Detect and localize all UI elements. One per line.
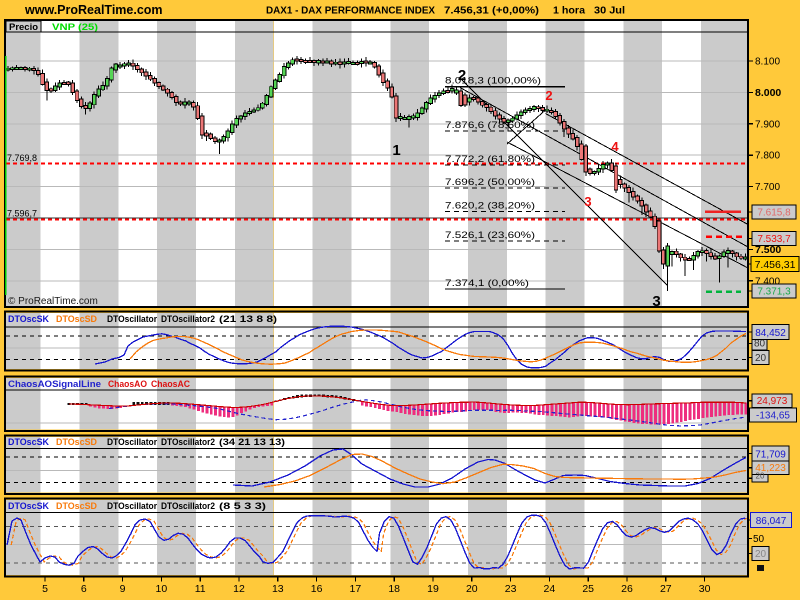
svg-text:9: 9: [120, 583, 126, 595]
svg-text:2: 2: [545, 88, 552, 103]
svg-text:86,047: 86,047: [756, 516, 787, 527]
svg-text:DTOscSK: DTOscSK: [8, 314, 49, 325]
svg-text:7.500: 7.500: [755, 244, 781, 256]
svg-text:7.800: 7.800: [755, 151, 780, 162]
svg-text:ChaosAC: ChaosAC: [151, 379, 190, 390]
svg-text:10: 10: [156, 583, 168, 595]
svg-text:24: 24: [544, 583, 556, 595]
svg-text:18: 18: [388, 583, 400, 595]
svg-text:7.456,31: 7.456,31: [755, 259, 796, 271]
svg-text:7.876,6 (78,60%): 7.876,6 (78,60%): [445, 120, 535, 131]
svg-text:7.374,1 (0,00%): 7.374,1 (0,00%): [445, 278, 529, 289]
svg-text:DTOscillator: DTOscillator: [107, 314, 157, 325]
svg-text:20: 20: [466, 583, 478, 595]
svg-text:DTOscSD: DTOscSD: [56, 437, 97, 448]
svg-text:25: 25: [582, 583, 594, 595]
svg-text:84,452: 84,452: [755, 328, 786, 339]
svg-text:-134,65: -134,65: [756, 411, 790, 422]
svg-text:7.526,1 (23,60%): 7.526,1 (23,60%): [445, 230, 535, 241]
svg-text:DTOscillator2: DTOscillator2: [161, 501, 215, 512]
svg-text:7.769,8: 7.769,8: [7, 153, 37, 163]
svg-text:71,709: 71,709: [755, 450, 786, 461]
svg-text:4: 4: [611, 139, 619, 154]
svg-text:VNP (25): VNP (25): [52, 22, 98, 33]
svg-text:DAX1 - DAX PERFORMANCE INDEX: DAX1 - DAX PERFORMANCE INDEX: [266, 5, 435, 17]
svg-text:8.018,3 (100,00%): 8.018,3 (100,00%): [445, 76, 541, 87]
svg-text:7.620,2 (38,20%): 7.620,2 (38,20%): [445, 201, 535, 212]
svg-text:80: 80: [754, 339, 766, 350]
svg-text:DTOscSK: DTOscSK: [8, 437, 49, 448]
svg-text:8.100: 8.100: [755, 57, 780, 68]
svg-text:(8 5 3 3): (8 5 3 3): [219, 501, 266, 512]
svg-text:27: 27: [660, 583, 672, 595]
svg-text:7.596,7: 7.596,7: [7, 209, 37, 219]
svg-text:DTOscillator2: DTOscillator2: [161, 314, 215, 325]
svg-text:2: 2: [458, 67, 466, 84]
svg-text:8.000: 8.000: [755, 87, 781, 99]
svg-text:26: 26: [621, 583, 633, 595]
svg-text:20: 20: [755, 353, 767, 364]
svg-text:20: 20: [755, 549, 767, 560]
svg-text:Precio: Precio: [9, 22, 38, 33]
svg-text:7.772,2 (61,80%): 7.772,2 (61,80%): [445, 154, 535, 165]
svg-text:11: 11: [195, 583, 206, 595]
svg-text:ChaosAOSignalLine: ChaosAOSignalLine: [8, 379, 101, 390]
svg-text:30: 30: [699, 583, 711, 595]
svg-text:DTOscSD: DTOscSD: [56, 501, 97, 512]
svg-text:24,973: 24,973: [757, 396, 788, 407]
svg-text:3: 3: [652, 293, 660, 310]
svg-text:(21 13 8 8): (21 13 8 8): [219, 314, 277, 325]
svg-text:www.ProRealTime.com: www.ProRealTime.com: [24, 3, 163, 17]
svg-text:7.400: 7.400: [755, 276, 780, 287]
svg-text:7.700: 7.700: [755, 182, 780, 193]
svg-text:(34 21 13 13): (34 21 13 13): [219, 437, 285, 448]
svg-text:13: 13: [272, 583, 284, 595]
svg-text:12: 12: [233, 583, 245, 595]
svg-text:1: 1: [392, 142, 400, 159]
svg-text:23: 23: [505, 583, 517, 595]
svg-text:6: 6: [81, 583, 87, 595]
svg-text:3: 3: [584, 194, 591, 209]
svg-text:7.456,31 (+0,00%): 7.456,31 (+0,00%): [444, 5, 539, 17]
svg-text:DTOscillator: DTOscillator: [107, 501, 157, 512]
svg-text:16: 16: [311, 583, 323, 595]
svg-text:DTOscSD: DTOscSD: [56, 314, 97, 325]
svg-text:DTOscillator: DTOscillator: [107, 437, 157, 448]
svg-text:7.533,7: 7.533,7: [757, 234, 791, 245]
svg-text:7.615,8: 7.615,8: [757, 208, 791, 219]
svg-text:20: 20: [756, 472, 765, 481]
svg-text:© ProRealTime.com: © ProRealTime.com: [8, 296, 98, 307]
svg-text:7.696,2 (50,00%): 7.696,2 (50,00%): [445, 177, 535, 188]
svg-text:5: 5: [42, 583, 48, 595]
svg-text:17: 17: [350, 583, 362, 595]
svg-text:19: 19: [427, 583, 439, 595]
svg-text:50: 50: [753, 534, 765, 545]
svg-text:ChaosAO: ChaosAO: [108, 379, 147, 390]
svg-text:7.371,3: 7.371,3: [757, 287, 791, 298]
svg-text:30 Jul: 30 Jul: [594, 5, 625, 17]
svg-text:1 hora: 1 hora: [553, 5, 585, 17]
svg-text:7.900: 7.900: [755, 119, 780, 130]
svg-text:DTOscSK: DTOscSK: [8, 501, 49, 512]
svg-text:DTOscillator2: DTOscillator2: [161, 437, 215, 448]
svg-text:41,223: 41,223: [755, 463, 786, 474]
